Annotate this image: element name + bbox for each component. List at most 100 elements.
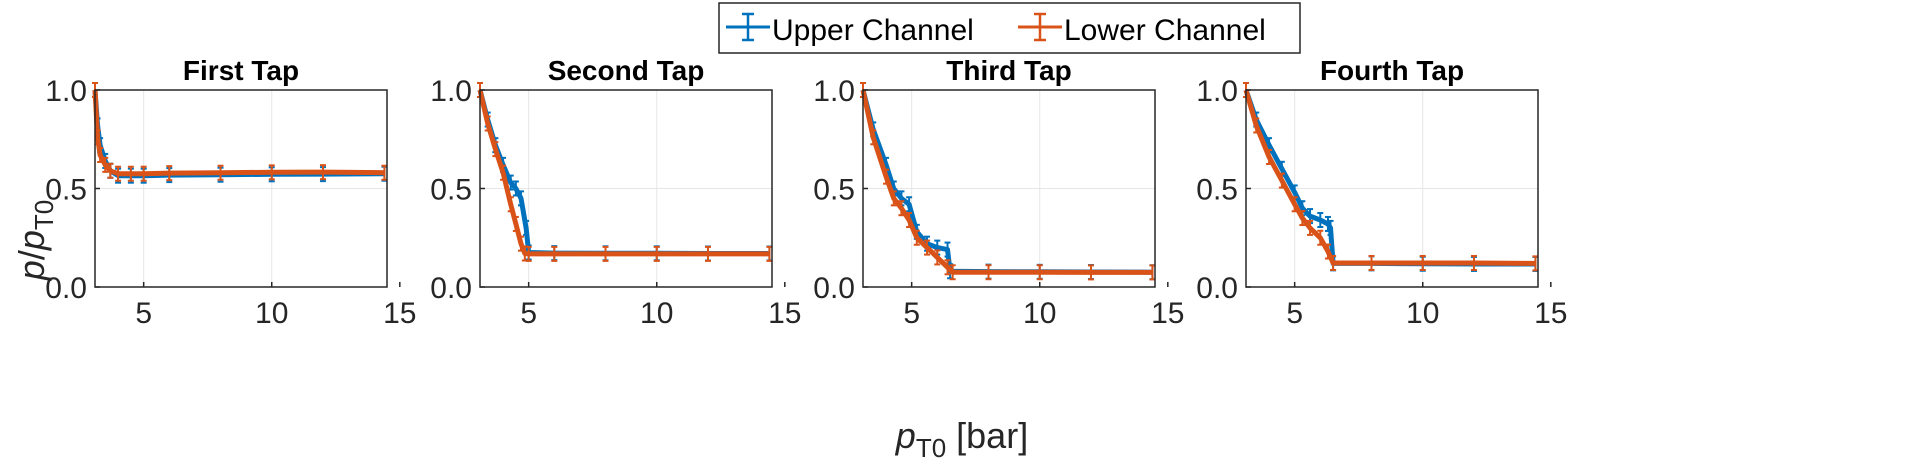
series-line-lower — [92, 89, 385, 177]
data-point-upper — [523, 219, 530, 236]
y-tick-label: 0.5 — [813, 174, 855, 207]
data-point-lower — [551, 245, 558, 262]
legend-label-lower: Lower Channel — [1064, 14, 1266, 47]
data-point-lower — [944, 259, 951, 276]
data-point-lower — [166, 165, 173, 182]
x-tick-label: 15 — [383, 297, 416, 330]
series-line-lower — [1243, 89, 1536, 266]
data-point-lower — [870, 129, 877, 146]
data-point-lower — [127, 165, 134, 182]
y-tick-label: 0.0 — [430, 272, 472, 305]
data-point-lower — [704, 245, 711, 262]
panel-title: First Tap — [183, 55, 299, 86]
panel-title: Fourth Tap — [1320, 55, 1464, 86]
data-point-lower — [934, 249, 941, 266]
data-point-lower — [883, 168, 890, 185]
data-point-upper — [512, 180, 519, 197]
data-point-lower — [217, 164, 224, 181]
x-tick-label: 5 — [1286, 297, 1303, 330]
data-point-lower — [1307, 219, 1314, 236]
x-tick-label: 5 — [135, 297, 152, 330]
x-tick-label: 5 — [903, 297, 920, 330]
data-point-lower — [1299, 210, 1306, 227]
series-line-upper — [860, 89, 1153, 275]
x-tick-label: 10 — [255, 297, 288, 330]
data-point-lower — [1419, 254, 1426, 271]
data-point-lower — [484, 115, 491, 132]
data-point-lower — [492, 141, 499, 158]
legend-marker-lower — [1018, 12, 1062, 42]
data-point-lower — [653, 245, 660, 262]
data-point-lower — [500, 164, 507, 181]
legend-label-upper: Upper Channel — [772, 14, 974, 47]
series-line-upper — [92, 89, 385, 179]
data-point-lower — [268, 164, 275, 181]
legend-box — [718, 2, 1301, 54]
y-tick-label: 0.0 — [1196, 272, 1238, 305]
data-point-lower — [1266, 148, 1273, 165]
data-point-lower — [1317, 229, 1324, 246]
y-tick-label: 1.0 — [1196, 75, 1238, 108]
series-line-upper — [1243, 89, 1536, 267]
y-tick-label: 0.5 — [1196, 174, 1238, 207]
panel-2: Second Tap 5 10 15 0.0 0.5 1.0 — [430, 55, 801, 330]
data-point-lower — [1253, 117, 1260, 134]
data-point-lower — [1278, 172, 1285, 189]
data-point-lower — [1036, 264, 1043, 281]
legend-marker-upper — [726, 12, 770, 42]
data-point-lower — [1470, 254, 1477, 271]
panels: First Tap 5 10 15 0.0 0.5 1.0 Second Tap 5 10 15 0.… — [45, 55, 1567, 330]
data-point-upper — [517, 190, 524, 207]
data-point-lower — [1368, 254, 1375, 271]
data-point-lower — [319, 164, 326, 181]
data-point-lower — [913, 229, 920, 246]
data-point-lower — [102, 156, 109, 173]
series-line-lower — [860, 89, 1153, 275]
data-point-lower — [115, 165, 122, 182]
panel-4: Fourth Tap 5 10 15 0.0 0.5 1.0 — [1196, 55, 1567, 330]
series-line-upper — [477, 89, 770, 256]
x-tick-label: 5 — [520, 297, 537, 330]
data-point-lower — [1324, 243, 1331, 260]
data-point-lower — [525, 245, 532, 262]
data-point-lower — [1330, 254, 1337, 271]
y-axis-label: p/pT0 — [11, 200, 59, 281]
data-point-lower — [517, 235, 524, 252]
data-point-lower — [107, 162, 114, 179]
data-point-lower — [507, 196, 514, 213]
panel-title: Third Tap — [946, 55, 1071, 86]
y-tick-label: 0.0 — [813, 272, 855, 305]
data-point-lower — [985, 264, 992, 281]
legend: Upper Channel Lower Channel — [718, 2, 1301, 54]
data-point-lower — [512, 215, 519, 232]
data-point-upper — [1327, 219, 1334, 236]
series-line-lower — [477, 89, 770, 257]
data-point-lower — [140, 165, 147, 182]
y-tick-label: 1.0 — [45, 75, 87, 108]
y-tick-label: 0.0 — [45, 272, 87, 305]
y-tick-label: 1.0 — [430, 75, 472, 108]
data-point-lower — [602, 245, 609, 262]
y-tick-label: 1.0 — [813, 75, 855, 108]
data-point-lower — [97, 147, 104, 164]
data-point-lower — [1087, 264, 1094, 281]
data-point-upper — [944, 241, 951, 258]
data-point-upper — [1317, 212, 1324, 229]
data-point-lower — [898, 200, 905, 217]
x-tick-label: 10 — [1023, 297, 1056, 330]
data-point-lower — [1291, 196, 1298, 213]
x-tick-label: 15 — [768, 297, 801, 330]
data-point-lower — [949, 264, 956, 281]
y-tick-label: 0.5 — [430, 174, 472, 207]
x-tick-label: 10 — [1406, 297, 1439, 330]
data-point-lower — [906, 212, 913, 229]
data-point-lower — [890, 190, 897, 207]
x-axis-label: pT0 [bar] — [895, 415, 1028, 463]
x-tick-label: 15 — [1151, 297, 1184, 330]
x-tick-label: 10 — [640, 297, 673, 330]
panel-title: Second Tap — [548, 55, 705, 86]
data-point-upper — [906, 196, 913, 213]
panel-3: Third Tap 5 10 15 0.0 0.5 1.0 — [813, 55, 1184, 330]
x-tick-label: 15 — [1534, 297, 1567, 330]
